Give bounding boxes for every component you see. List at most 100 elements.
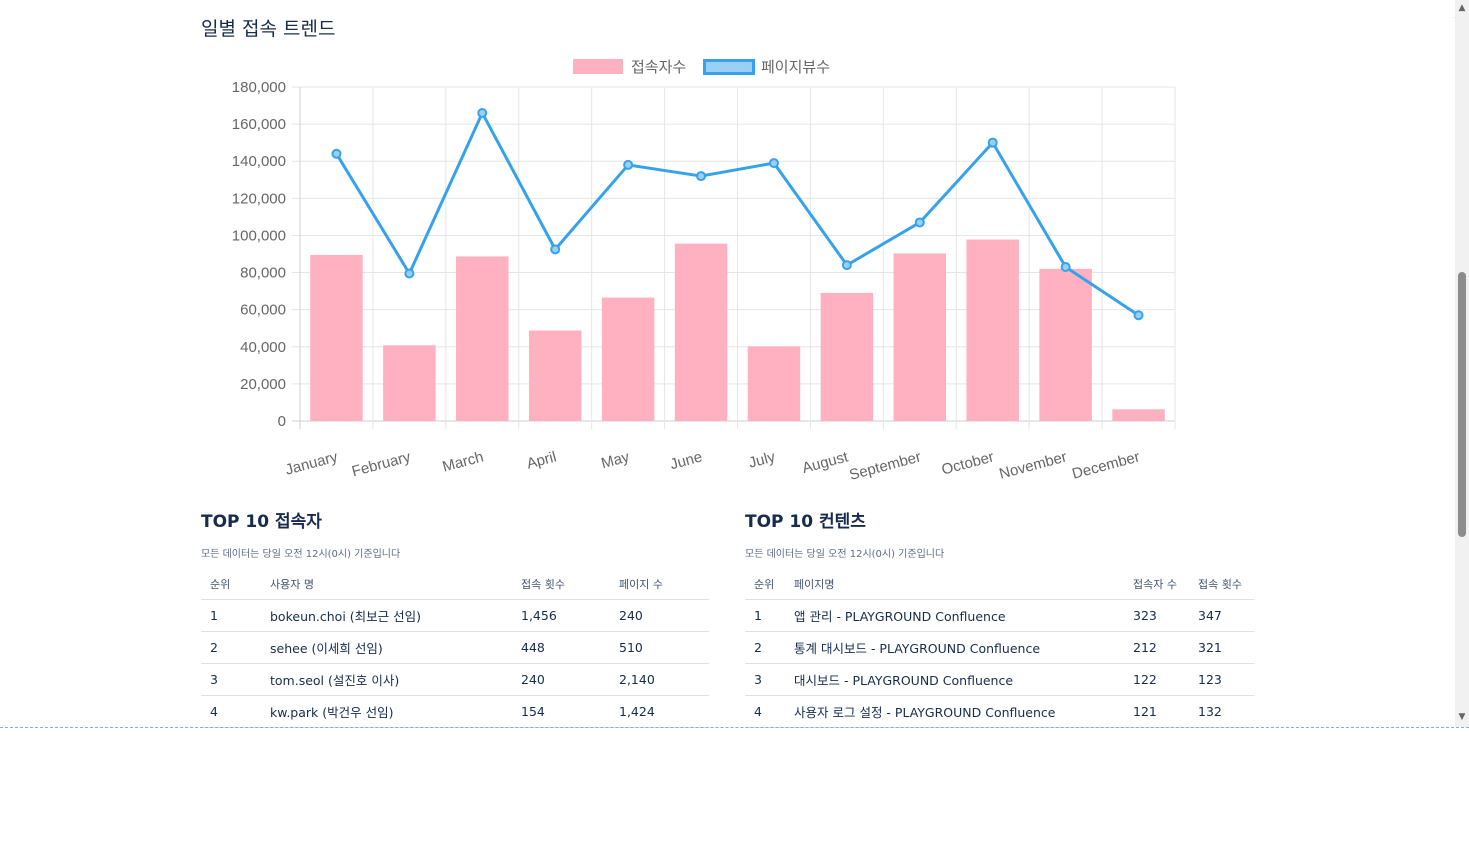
pageview-point-august: [841, 260, 852, 271]
x-tick-label: January: [284, 448, 340, 478]
visit-count-cell: 448: [512, 631, 610, 664]
scrollbar-thumb[interactable]: [1458, 272, 1466, 537]
pageview-point-february: [404, 268, 415, 279]
legend-label-visitors: 접속자수: [631, 59, 686, 76]
x-tick-label: December: [1070, 448, 1141, 482]
page-count-cell: 1,424: [610, 695, 709, 728]
scroll-down-arrow-icon[interactable]: ▼: [1458, 712, 1466, 722]
page-count-cell: 510: [610, 631, 709, 664]
page-count-cell: 2,140: [610, 663, 709, 696]
top-contents-title: TOP 10 컨텐츠: [745, 507, 866, 532]
column-header[interactable]: 접속 횟수: [1189, 568, 1254, 600]
pageview-point-march: [477, 107, 488, 118]
page-name-cell[interactable]: 사용자 로그 설정 - PLAYGROUND Confluence: [785, 695, 1124, 728]
y-tick-label: 60,000: [240, 302, 286, 319]
top-users-title: TOP 10 접속자: [201, 507, 322, 532]
page-count-cell: 240: [610, 599, 709, 632]
bar-may: [601, 297, 655, 421]
daily-trend-chart: 0 20,000 40,000 60,000 80,000 100,000 120,000 1…: [232, 59, 1176, 484]
table-row[interactable]: 2 sehee (이세희 선임) 448 510: [201, 631, 709, 664]
table-row[interactable]: 3 tom.seol (설진호 이사) 240 2,140: [201, 663, 709, 696]
page-name-cell[interactable]: 대시보드 - PLAYGROUND Confluence: [785, 663, 1124, 696]
y-tick-label: 180,000: [232, 79, 286, 96]
y-tick-label: 140,000: [232, 153, 286, 170]
table-row[interactable]: 3 대시보드 - PLAYGROUND Confluence 122 123: [745, 663, 1254, 696]
visit-count-cell: 321: [1189, 631, 1254, 664]
rank-cell: 3: [201, 663, 261, 696]
user-name-cell: sehee (이세희 선임): [261, 631, 512, 664]
column-header[interactable]: 페이지 수: [610, 568, 709, 600]
bar-october: [966, 239, 1019, 421]
pageview-point-september: [914, 217, 925, 228]
x-tick-label: May: [599, 448, 631, 472]
bar-july: [747, 346, 801, 421]
table-row[interactable]: 4 사용자 로그 설정 - PLAYGROUND Confluence 121 …: [745, 695, 1254, 728]
bar-april: [528, 330, 582, 421]
column-header[interactable]: 순위: [201, 568, 261, 600]
visit-count-cell: 154: [512, 695, 610, 728]
legend-swatch-visitors: [573, 59, 623, 74]
top-contents-table: 순위 페이지명 접속자 수 접속 횟수 1 앱 관리 - PLAYGROUND …: [745, 568, 1254, 728]
x-tick-label: June: [668, 448, 704, 473]
frame-boundary: [0, 727, 1469, 728]
top-contents-note: 모든 데이터는 당일 오전 12시(0시) 기준입니다: [745, 549, 945, 560]
pageview-point-may: [623, 159, 634, 170]
top-users-title-bold: TOP 10: [201, 512, 270, 532]
page-title: 일별 접속 트렌드: [201, 18, 336, 40]
y-tick-label: 0: [278, 413, 286, 430]
column-header[interactable]: 접속 횟수: [512, 568, 610, 600]
bar-june: [674, 243, 728, 421]
column-header[interactable]: 접속자 수: [1124, 568, 1189, 600]
scroll-up-arrow-icon[interactable]: ▲: [1458, 3, 1466, 13]
vertical-scrollbar[interactable]: ▲ ▼: [1455, 0, 1469, 727]
rank-cell: 3: [745, 663, 785, 696]
visit-count-cell: 347: [1189, 599, 1254, 632]
top-contents-title-bold: TOP 10: [745, 512, 814, 532]
rank-cell: 2: [201, 631, 261, 664]
x-tick-label: October: [940, 448, 996, 478]
user-name-cell: kw.park (박건우 선임): [261, 695, 512, 728]
x-tick-label: March: [441, 448, 486, 475]
table-row[interactable]: 1 bokeun.choi (최보근 선임) 1,456 240: [201, 599, 709, 632]
visit-count-cell: 240: [512, 663, 610, 696]
rank-cell: 1: [745, 599, 785, 632]
rank-cell: 1: [201, 599, 261, 632]
visitor-count-cell: 323: [1124, 599, 1189, 632]
page-name-cell[interactable]: 앱 관리 - PLAYGROUND Confluence: [785, 599, 1124, 632]
dashboard-viewport: 일별 접속 트렌드 0 20,000 40,000 60,000 80,000 100,0…: [201, 0, 1469, 728]
column-header[interactable]: 사용자 명: [261, 568, 512, 600]
user-name-cell: tom.seol (설진호 이사): [261, 663, 512, 696]
x-tick-label: July: [747, 448, 778, 471]
bar-february: [383, 345, 436, 421]
bar-november: [1039, 268, 1092, 421]
x-tick-label: February: [350, 448, 413, 480]
bar-august: [820, 292, 874, 421]
pageview-point-october: [987, 137, 998, 148]
pageview-point-november: [1060, 261, 1071, 272]
bar-september: [893, 253, 947, 421]
x-tick-label: September: [848, 448, 923, 483]
top-users-table: 순위 사용자 명 접속 횟수 페이지 수 1 bokeun.choi (최보근 …: [201, 568, 709, 728]
pageview-point-june: [696, 171, 707, 182]
pageview-line: [335, 111, 1140, 317]
page-name-cell[interactable]: 통계 대시보드 - PLAYGROUND Confluence: [785, 631, 1124, 664]
legend-swatch-pageviews: [703, 59, 755, 75]
column-header[interactable]: 페이지명: [785, 568, 1124, 600]
visitor-count-cell: 212: [1124, 631, 1189, 664]
x-tick-label: November: [997, 448, 1068, 482]
table-row[interactable]: 4 kw.park (박건우 선임) 154 1,424: [201, 695, 709, 728]
visitor-count-cell: 122: [1124, 663, 1189, 696]
visit-count-cell: 132: [1189, 695, 1254, 728]
rank-cell: 4: [201, 695, 261, 728]
column-header[interactable]: 순위: [745, 568, 785, 600]
rank-cell: 2: [745, 631, 785, 664]
x-tick-label: August: [800, 448, 850, 477]
table-row[interactable]: 1 앱 관리 - PLAYGROUND Confluence 323 347: [745, 599, 1254, 632]
pageview-point-july: [768, 158, 779, 169]
bar-march: [456, 256, 509, 421]
table-row[interactable]: 2 통계 대시보드 - PLAYGROUND Confluence 212 32…: [745, 631, 1254, 664]
top-users-note: 모든 데이터는 당일 오전 12시(0시) 기준입니다: [201, 549, 401, 560]
visit-count-cell: 1,456: [512, 599, 610, 632]
rank-cell: 4: [745, 695, 785, 728]
y-tick-label: 100,000: [232, 227, 286, 244]
